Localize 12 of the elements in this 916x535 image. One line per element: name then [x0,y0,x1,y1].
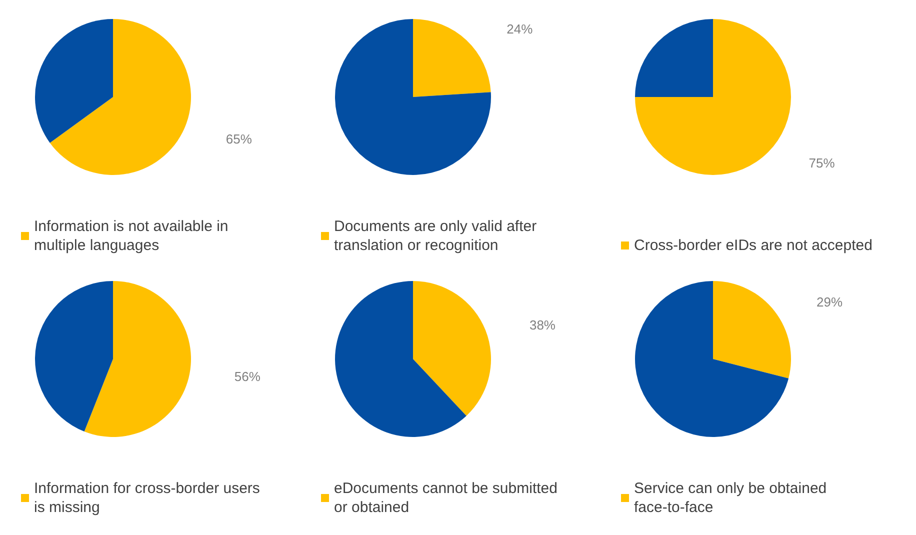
data-label: 24% [506,22,534,37]
data-label: 38% [529,317,556,332]
legend-label: eDocuments cannot be submitted or obtained [334,480,562,516]
data-label: 29% [816,294,843,310]
legend-label: Information is not available in multiple languages [34,218,232,254]
data-label: 75% [808,155,836,170]
legend-label: Service can only be obtained face-to-face [634,480,831,516]
legend-label: Documents are only valid after translation or recognition [334,218,541,254]
legend-label: Cross-border eIDs are not accepted [634,237,872,254]
data-label: 56% [234,368,261,384]
legend-label: Information for cross-border users is missing [34,480,264,516]
data-label: 65% [226,132,252,147]
